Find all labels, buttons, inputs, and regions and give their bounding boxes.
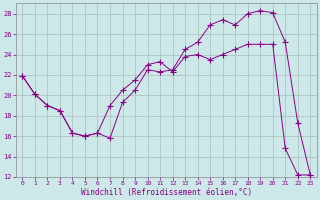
X-axis label: Windchill (Refroidissement éolien,°C): Windchill (Refroidissement éolien,°C) [81, 188, 252, 197]
